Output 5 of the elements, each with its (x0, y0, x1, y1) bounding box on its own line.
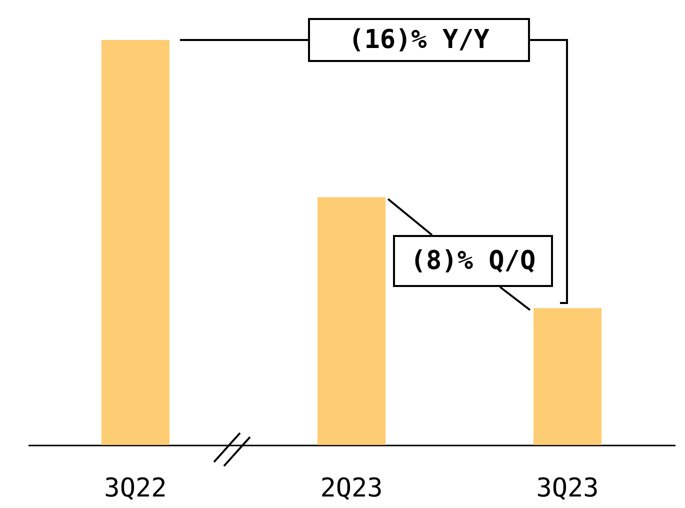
x-tick-label: 3Q23 (536, 474, 599, 504)
annotation: (8)% Q/Q (393, 235, 553, 287)
x-tick-label: 2Q23 (320, 474, 383, 504)
x-tick-label: 3Q22 (104, 474, 167, 504)
annotation: (16)% Y/Y (308, 18, 530, 62)
